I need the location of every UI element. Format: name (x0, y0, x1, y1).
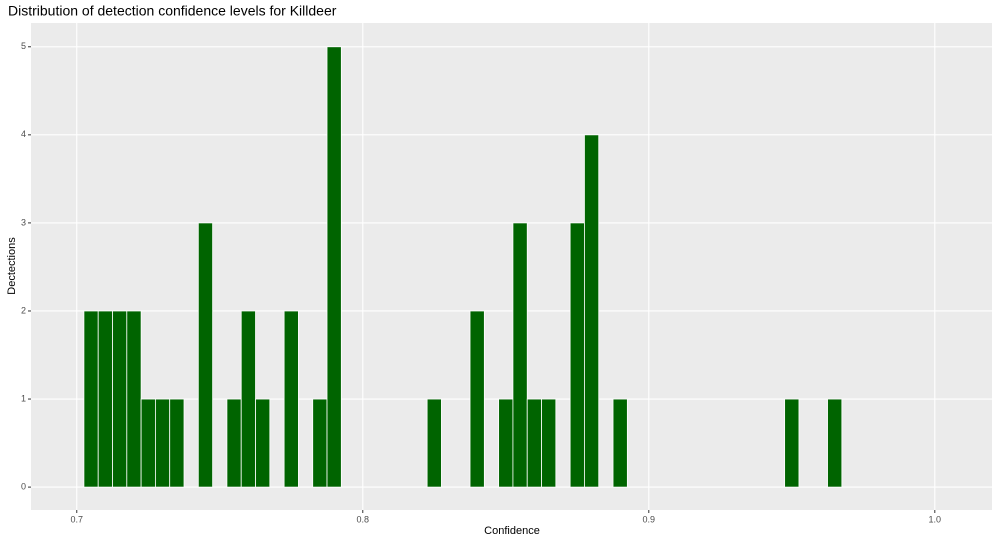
bar (526, 398, 542, 488)
y-tick-label: 0 (21, 481, 26, 491)
bar (498, 398, 514, 488)
bar (155, 398, 171, 488)
bar (541, 398, 557, 488)
x-tick-label: 0.8 (357, 514, 370, 524)
bar (612, 398, 628, 488)
bar (512, 222, 528, 488)
y-tick-label: 1 (21, 393, 26, 403)
bar (140, 398, 156, 488)
bar (584, 134, 600, 488)
x-axis-label: Confidence (484, 525, 540, 537)
x-tick-label: 0.7 (71, 514, 84, 524)
bar (827, 398, 843, 488)
bar (126, 310, 142, 488)
bar (83, 310, 99, 488)
bar (469, 310, 485, 488)
bar (784, 398, 800, 488)
y-axis-label: Dectections (6, 237, 18, 295)
bar (569, 222, 585, 488)
bar (97, 310, 113, 488)
bar (255, 398, 271, 488)
x-tick-label: 0.9 (643, 514, 656, 524)
bar (283, 310, 299, 488)
y-tick-label: 2 (21, 305, 26, 315)
bar (112, 310, 128, 488)
bar (197, 222, 214, 488)
chart-title: Distribution of detection confidence lev… (8, 3, 337, 19)
bar (426, 398, 442, 488)
bar (326, 46, 342, 488)
bar (226, 398, 242, 488)
bar (169, 398, 185, 488)
x-tick-label: 1.0 (929, 514, 942, 524)
bar (240, 310, 256, 488)
y-tick-label: 5 (21, 41, 26, 51)
bar (312, 398, 328, 488)
y-tick-label: 3 (21, 217, 26, 227)
y-tick-label: 4 (21, 129, 26, 139)
